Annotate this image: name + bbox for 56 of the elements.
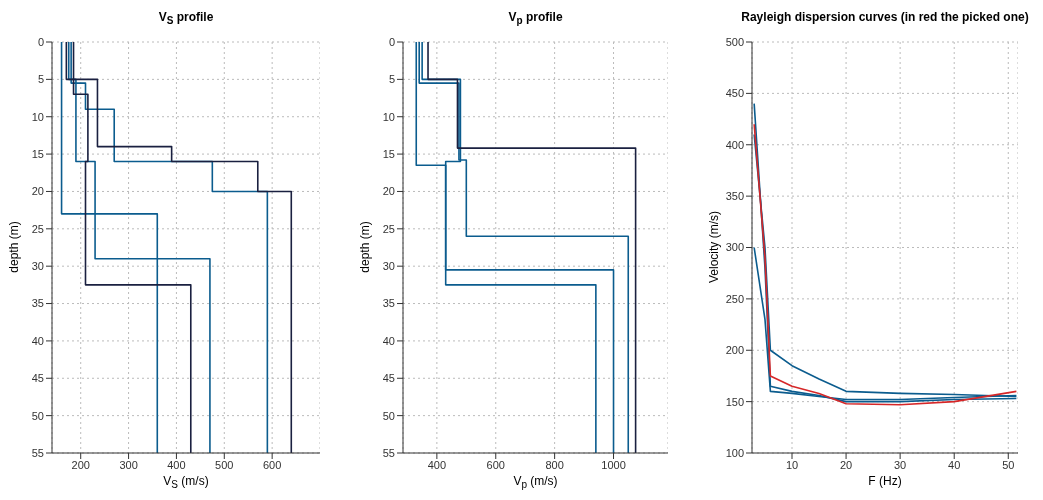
y-tick-label: 10 [382,110,395,123]
y-tick-label: 100 [725,446,744,459]
y-tick-label: 250 [725,292,744,305]
y-tick-label: 300 [725,241,744,254]
chart-title: Rayleigh dispersion curves (in red the picked one) [740,10,1030,24]
y-tick-label: 30 [382,260,395,273]
y-tick-label: 40 [382,334,395,347]
y-tick-label: 35 [382,297,395,310]
chart-title: V$_{p}$ profile [507,10,564,27]
x-tick-label: 20 [839,458,853,471]
chart-title: V$_{S}$ profile [157,10,215,27]
x-tick-label: 800 [545,458,564,471]
x-tick-label: 1000 [601,458,626,471]
y-tick-label: 450 [725,87,744,100]
y-tick-label: 35 [31,297,44,310]
y-tick-label: 45 [31,372,44,385]
y-tick-label: 5 [37,73,44,86]
y-tick-label: 5 [388,73,395,86]
x-tick-label: 200 [71,458,90,471]
y-tick-label: 25 [31,222,44,235]
y-axis-title: depth (m) [7,220,21,275]
x-tick-label: 30 [894,458,907,471]
y-tick-label: 500 [725,35,744,48]
y-tick-label: 55 [31,446,44,459]
x-axis-title: V$_{S}$ (m/s) [162,474,210,491]
y-tick-label: 0 [388,35,395,48]
x-tick-label: 600 [262,458,282,471]
y-tick-label: 15 [382,148,395,160]
y-tick-label: 0 [37,35,44,48]
x-tick-label: 50 [1002,458,1015,471]
y-axis-title: Velocity (m/s) [707,210,721,285]
y-tick-label: 10 [31,110,44,123]
y-tick-label: 350 [725,190,744,203]
x-tick-label: 300 [119,458,138,471]
x-axis-title: V$_{p}$ (m/s) [512,474,559,491]
y-tick-label: 25 [382,222,395,235]
y-tick-label: 20 [31,185,44,198]
x-tick-label: 600 [486,458,505,471]
x-axis-title: F (Hz) [867,474,903,488]
y-tick-label: 45 [382,372,395,385]
y-tick-label: 30 [31,260,44,273]
y-tick-label: 50 [382,409,395,422]
y-tick-label: 40 [31,334,44,347]
x-tick-label: 500 [215,458,234,471]
x-tick-label: 400 [427,458,447,471]
y-tick-label: 55 [382,446,395,459]
y-axis-title: depth (m) [358,220,372,275]
y-tick-label: 150 [725,395,744,408]
y-tick-label: 15 [31,148,44,160]
x-tick-label: 40 [948,458,961,471]
y-tick-label: 50 [31,409,44,422]
x-tick-label: 400 [167,458,186,471]
y-tick-label: 400 [725,138,744,151]
y-tick-label: 200 [725,344,744,357]
x-tick-label: 10 [785,458,799,471]
y-tick-label: 20 [382,185,395,198]
